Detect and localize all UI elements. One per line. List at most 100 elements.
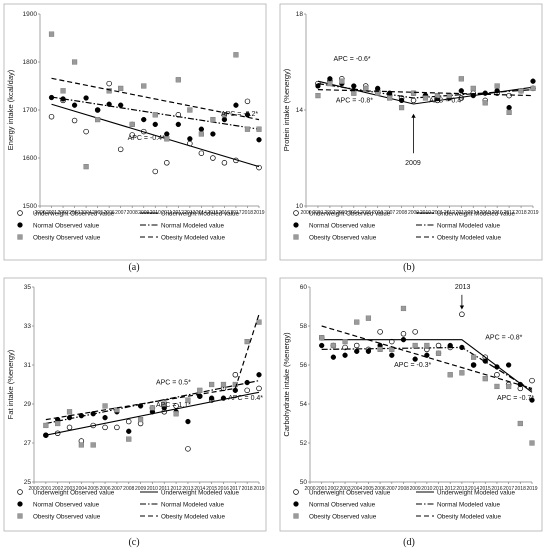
annotation: 2009 <box>405 160 421 167</box>
data-point <box>505 362 512 368</box>
y-tick-label: 14 <box>296 107 304 114</box>
data-point <box>232 372 239 378</box>
x-tick-label: 2012 <box>171 486 182 492</box>
data-point <box>141 83 147 89</box>
modeled-line <box>317 89 534 97</box>
chart-panel-1: 1500 1600 1700 1800 1900 2000 2001 2002 2003 2004… <box>3 3 267 261</box>
data-point <box>185 397 191 403</box>
legend-swatch <box>17 222 23 228</box>
legend-swatch <box>293 513 299 519</box>
x-tick-label: 2008 <box>398 486 409 492</box>
data-point <box>185 446 191 452</box>
data-point <box>482 358 488 364</box>
data-point <box>106 88 112 94</box>
data-point <box>470 354 477 360</box>
panel-label: (a) <box>128 262 139 273</box>
data-point <box>60 88 66 94</box>
breakpoint-arrowhead <box>411 113 416 118</box>
series-obesity-modeled-value <box>317 89 534 97</box>
legend-label: Normal Observed value <box>309 222 376 229</box>
data-point <box>118 85 124 92</box>
x-tick-label: 2015 <box>206 486 217 492</box>
data-point <box>494 372 500 378</box>
data-point <box>210 155 216 161</box>
data-point <box>141 116 147 123</box>
x-tick-label: 2006 <box>375 486 386 492</box>
data-point <box>353 342 360 349</box>
y-tick-label: 18 <box>296 11 304 18</box>
x-tick-label: 2019 <box>527 210 538 216</box>
x-tick-label: 2013 <box>456 210 467 216</box>
x-tick-label: 2005 <box>88 486 99 492</box>
legend: Underweight Observed value Underweight Mo… <box>293 489 516 520</box>
data-point <box>161 401 167 407</box>
data-point <box>506 92 512 99</box>
data-point <box>173 403 179 409</box>
x-tick-label: 2008 <box>127 210 138 216</box>
data-point <box>351 83 357 89</box>
data-point <box>470 362 477 368</box>
x-tick-label: 2000 <box>300 210 311 216</box>
data-point <box>398 104 405 111</box>
series-obesity-observed-value <box>48 31 262 170</box>
x-tick-label: 2010 <box>147 486 158 492</box>
legend-label: Underweight Observed value <box>309 489 391 496</box>
x-tick-label: 2019 <box>526 486 537 492</box>
data-point <box>208 395 215 401</box>
x-tick-label: 2017 <box>504 210 515 216</box>
legend-swatch <box>293 210 299 216</box>
data-point <box>173 411 179 417</box>
y-tick-label: 50 <box>300 479 308 486</box>
panel-frame <box>279 277 543 532</box>
series-normal-modeled-value <box>321 346 533 391</box>
y-tick-label: 29 <box>24 401 32 408</box>
data-point <box>126 436 132 442</box>
annotation: APC = -0.8* <box>336 97 373 104</box>
modeled-line <box>321 325 533 389</box>
data-point <box>220 381 227 388</box>
y-tick-label: 25 <box>24 479 32 486</box>
panel-label: (b) <box>403 262 415 273</box>
data-point <box>129 132 135 138</box>
data-point <box>400 331 407 337</box>
data-point <box>244 98 251 105</box>
x-tick-label: 2012 <box>444 210 455 216</box>
data-point <box>185 418 191 425</box>
data-point <box>106 80 112 87</box>
data-point <box>330 342 336 349</box>
data-point <box>365 315 372 321</box>
series-obesity-observed-value <box>319 305 535 446</box>
data-point <box>422 95 429 101</box>
data-point <box>164 136 170 142</box>
x-tick-label: 2004 <box>351 486 362 492</box>
data-point <box>43 422 49 429</box>
data-point <box>398 97 405 104</box>
data-point <box>187 107 193 113</box>
data-point <box>137 417 144 423</box>
data-point <box>233 102 239 108</box>
data-point <box>244 387 250 394</box>
data-point <box>412 329 418 335</box>
series-obesity-modeled-value <box>45 314 260 421</box>
data-point <box>256 137 262 143</box>
y-axis-label: Protein intake (%energy) <box>282 68 291 151</box>
x-tick-label: 2018 <box>515 210 526 216</box>
legend-swatch <box>17 501 23 507</box>
legend-label: Underweight Modeled value <box>161 489 240 496</box>
legend-label: Normal Modeled value <box>437 222 500 229</box>
x-tick-label: 2016 <box>219 210 230 216</box>
data-point <box>494 88 500 94</box>
data-point <box>256 126 262 132</box>
x-tick-label: 2018 <box>515 486 526 492</box>
legend-label: Obesity Observed value <box>33 234 101 241</box>
data-point <box>175 77 181 83</box>
data-point <box>83 95 89 101</box>
x-tick-label: 2000 <box>34 210 45 216</box>
data-point <box>530 78 536 84</box>
data-point <box>470 85 476 92</box>
data-point <box>339 78 345 84</box>
data-point <box>319 342 325 349</box>
data-point <box>363 85 369 92</box>
x-tick-label: 2012 <box>173 210 184 216</box>
